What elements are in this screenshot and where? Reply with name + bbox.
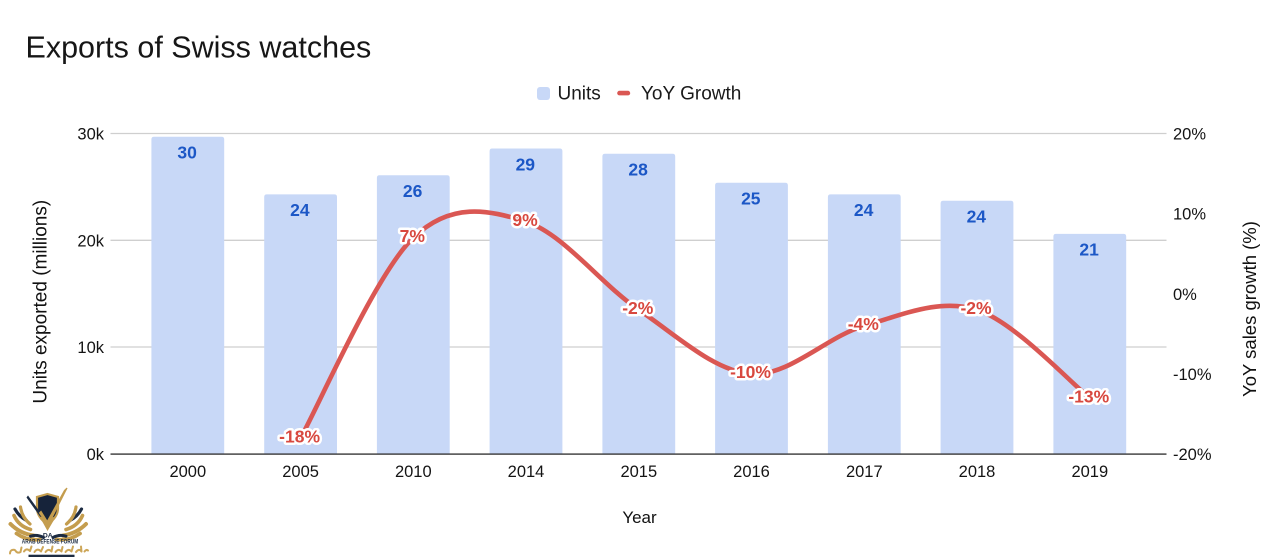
svg-text:-2%: -2% [960, 298, 992, 318]
svg-text:21: 21 [1079, 240, 1099, 260]
svg-text:-10%: -10% [730, 362, 771, 382]
svg-text:2016: 2016 [733, 463, 770, 481]
svg-text:24: 24 [967, 207, 987, 227]
svg-text:-18%: -18% [279, 426, 320, 446]
svg-text:Exports of Swiss watches: Exports of Swiss watches [26, 31, 372, 65]
svg-text:20k: 20k [77, 232, 104, 250]
svg-text:29: 29 [516, 154, 536, 174]
svg-text:24: 24 [854, 200, 874, 220]
svg-text:2014: 2014 [508, 463, 545, 481]
svg-text:-20%: -20% [1173, 446, 1212, 464]
svg-text:7%: 7% [400, 226, 426, 246]
svg-text:Units exported (millions): Units exported (millions) [31, 200, 52, 404]
svg-text:Units: Units [558, 84, 601, 105]
svg-text:25: 25 [741, 189, 761, 209]
svg-text:Year: Year [622, 508, 657, 527]
svg-text:-2%: -2% [622, 298, 654, 318]
svg-text:2015: 2015 [620, 463, 657, 481]
svg-text:2018: 2018 [959, 463, 996, 481]
svg-text:0k: 0k [87, 446, 105, 464]
svg-text:-4%: -4% [848, 314, 880, 334]
svg-text:ARAB DEFENSE FORUM: ARAB DEFENSE FORUM [22, 539, 79, 546]
svg-text:26: 26 [403, 181, 423, 201]
svg-text:30: 30 [177, 143, 197, 163]
svg-text:-10%: -10% [1173, 366, 1212, 384]
svg-text:2017: 2017 [846, 463, 883, 481]
svg-text:0%: 0% [1173, 286, 1197, 304]
svg-text:2000: 2000 [169, 463, 206, 481]
svg-text:2010: 2010 [395, 463, 432, 481]
svg-text:YoY sales growth (%): YoY sales growth (%) [1239, 221, 1260, 397]
svg-text:2005: 2005 [282, 463, 319, 481]
svg-text:24: 24 [290, 200, 310, 220]
svg-text:-13%: -13% [1068, 386, 1109, 406]
svg-text:DA: DA [43, 532, 53, 539]
svg-text:10%: 10% [1173, 206, 1206, 224]
svg-text:20%: 20% [1173, 126, 1206, 144]
svg-text:2019: 2019 [1071, 463, 1108, 481]
svg-text:10k: 10k [77, 339, 104, 357]
svg-text:28: 28 [628, 160, 648, 180]
svg-text:30k: 30k [77, 126, 104, 144]
svg-text:9%: 9% [512, 210, 538, 230]
svg-text:YoY Growth: YoY Growth [641, 84, 741, 105]
